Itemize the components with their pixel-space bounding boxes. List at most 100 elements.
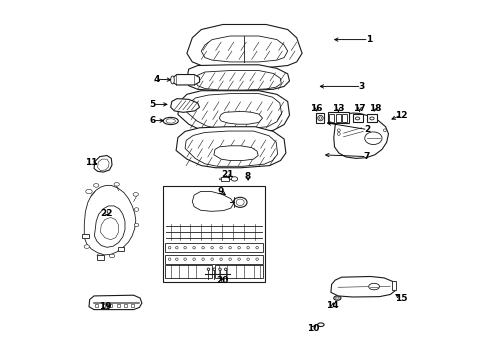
Ellipse shape	[213, 268, 215, 271]
Ellipse shape	[237, 246, 240, 249]
Ellipse shape	[220, 246, 222, 249]
Polygon shape	[219, 112, 262, 124]
Bar	[118, 247, 123, 251]
Ellipse shape	[93, 184, 99, 187]
Ellipse shape	[383, 129, 386, 132]
Text: 12: 12	[394, 111, 407, 120]
Bar	[163, 186, 264, 282]
Ellipse shape	[166, 119, 175, 123]
Ellipse shape	[168, 258, 170, 261]
Ellipse shape	[317, 323, 324, 327]
Polygon shape	[176, 127, 285, 168]
Ellipse shape	[168, 246, 170, 249]
Ellipse shape	[228, 246, 231, 249]
Ellipse shape	[170, 76, 174, 84]
Ellipse shape	[84, 245, 89, 248]
Bar	[117, 304, 120, 307]
Ellipse shape	[175, 258, 178, 261]
Ellipse shape	[337, 132, 340, 135]
Ellipse shape	[368, 283, 379, 290]
Ellipse shape	[333, 296, 340, 300]
Ellipse shape	[364, 132, 381, 145]
Bar	[102, 304, 105, 307]
Polygon shape	[186, 65, 289, 91]
Polygon shape	[98, 159, 109, 171]
Text: 5: 5	[149, 100, 156, 109]
Ellipse shape	[369, 117, 373, 120]
Text: 3: 3	[358, 82, 364, 91]
Polygon shape	[185, 131, 277, 166]
Text: 20: 20	[216, 276, 228, 285]
Polygon shape	[192, 192, 233, 211]
Bar	[391, 281, 395, 290]
Ellipse shape	[246, 246, 249, 249]
Ellipse shape	[134, 208, 139, 211]
Polygon shape	[196, 71, 281, 90]
Polygon shape	[170, 99, 199, 112]
Bar	[165, 255, 263, 264]
Ellipse shape	[133, 193, 138, 196]
Ellipse shape	[192, 246, 195, 249]
Ellipse shape	[202, 258, 204, 261]
Ellipse shape	[246, 258, 249, 261]
Text: 19: 19	[99, 302, 111, 311]
Bar	[165, 265, 212, 278]
Ellipse shape	[224, 268, 226, 271]
Bar	[95, 304, 98, 307]
Text: 21: 21	[221, 170, 233, 179]
Text: 4: 4	[153, 75, 159, 84]
Ellipse shape	[109, 254, 115, 258]
Ellipse shape	[255, 246, 258, 249]
Ellipse shape	[228, 258, 231, 261]
Text: 13: 13	[331, 104, 344, 113]
Ellipse shape	[219, 178, 221, 180]
Bar	[215, 265, 263, 278]
Ellipse shape	[210, 258, 213, 261]
Text: 7: 7	[363, 152, 369, 161]
Polygon shape	[186, 94, 281, 129]
Ellipse shape	[183, 258, 186, 261]
Text: 16: 16	[309, 104, 322, 112]
Ellipse shape	[335, 297, 339, 299]
Text: 8: 8	[244, 172, 251, 181]
Ellipse shape	[114, 183, 119, 186]
Polygon shape	[213, 146, 258, 161]
Text: 6: 6	[149, 116, 156, 125]
Text: 9: 9	[218, 187, 224, 196]
Bar	[329, 114, 334, 122]
Text: 22: 22	[100, 209, 113, 217]
Polygon shape	[94, 206, 125, 247]
Bar	[109, 304, 112, 307]
Ellipse shape	[207, 268, 209, 271]
Ellipse shape	[218, 268, 221, 271]
Ellipse shape	[255, 258, 258, 261]
Ellipse shape	[202, 246, 204, 249]
Ellipse shape	[210, 246, 213, 249]
Ellipse shape	[237, 258, 240, 261]
Ellipse shape	[317, 115, 323, 121]
Text: 1: 1	[365, 35, 371, 44]
Bar	[342, 114, 347, 122]
Bar	[335, 114, 340, 122]
Text: 10: 10	[306, 324, 319, 333]
Ellipse shape	[233, 197, 246, 207]
Bar	[352, 114, 362, 122]
Ellipse shape	[97, 254, 102, 257]
Text: 15: 15	[394, 294, 407, 302]
Ellipse shape	[175, 246, 178, 249]
Polygon shape	[94, 156, 112, 172]
Polygon shape	[84, 185, 136, 255]
Bar	[221, 177, 228, 181]
Bar	[97, 255, 104, 260]
Polygon shape	[178, 91, 289, 133]
Polygon shape	[172, 75, 199, 85]
Polygon shape	[330, 276, 395, 297]
Polygon shape	[101, 217, 118, 240]
Ellipse shape	[192, 258, 195, 261]
Text: 14: 14	[325, 302, 338, 310]
Bar	[366, 114, 376, 122]
Polygon shape	[333, 113, 387, 158]
Polygon shape	[201, 36, 287, 62]
Text: 2: 2	[364, 125, 370, 134]
Bar	[131, 304, 134, 307]
